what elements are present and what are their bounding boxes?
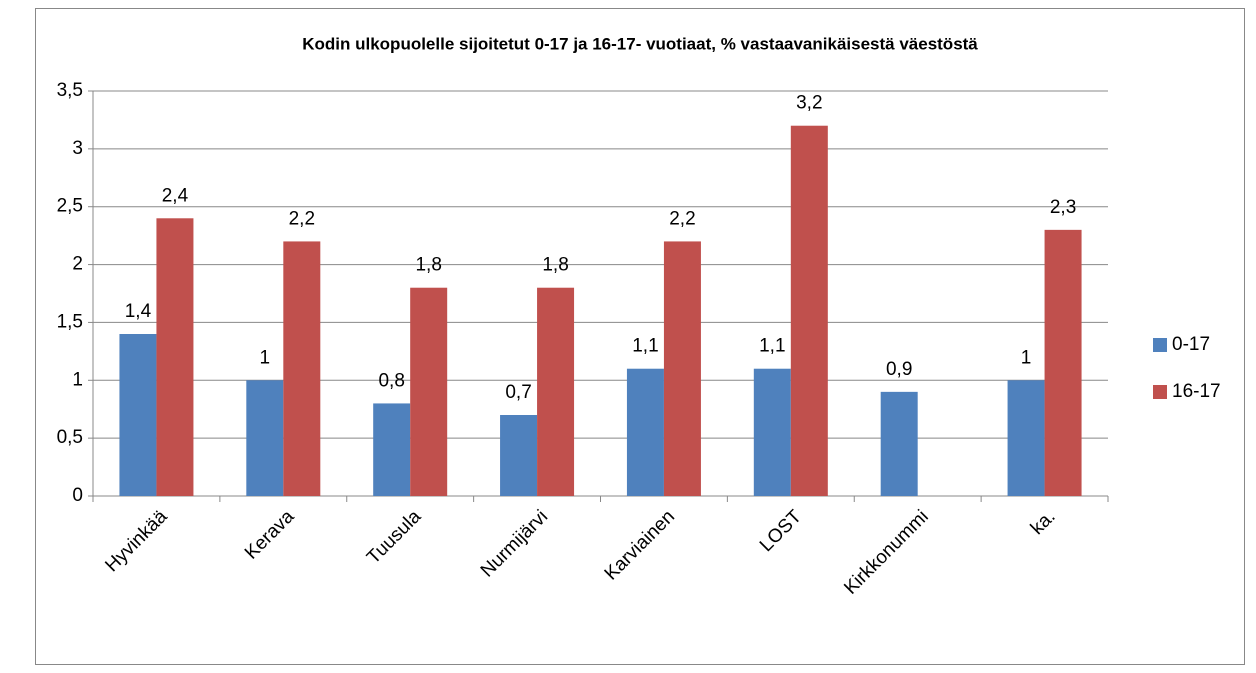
data-label: 1,8: [415, 255, 441, 276]
data-label: 1,1: [759, 336, 785, 357]
chart-border: [35, 8, 1245, 665]
data-label: 0,7: [505, 382, 531, 403]
data-label: 1,8: [542, 255, 568, 276]
y-tick-label: 0,5: [57, 427, 83, 448]
data-label: 1,4: [125, 301, 152, 322]
y-tick-label: 3,5: [57, 80, 83, 101]
legend-label: 16-17: [1172, 381, 1221, 402]
y-tick-label: 2,5: [57, 196, 83, 217]
data-label: 2,2: [289, 208, 315, 229]
bar: [880, 391, 918, 496]
bar: [156, 218, 194, 497]
bar: [1007, 380, 1045, 496]
chart-title: Kodin ulkopuolelle sijoitetut 0-17 ja 16…: [302, 34, 978, 53]
bar: [790, 125, 828, 496]
legend-swatch: [1153, 338, 1167, 352]
bar: [373, 403, 411, 496]
bar: [663, 241, 701, 496]
data-label: 0,8: [378, 370, 404, 391]
bar: [500, 415, 538, 496]
y-tick-label: 3: [72, 138, 83, 159]
y-tick-label: 0: [72, 485, 83, 506]
legend-label: 0-17: [1172, 334, 1210, 355]
data-label: 1: [260, 347, 271, 368]
bar: [410, 287, 448, 496]
data-label: 0,9: [886, 359, 912, 380]
legend-swatch: [1153, 385, 1167, 399]
data-label: 2,4: [162, 185, 189, 206]
bar: [753, 368, 791, 496]
y-tick-label: 1,5: [57, 311, 83, 332]
data-label: 2,3: [1050, 197, 1076, 218]
data-label: 1: [1021, 347, 1032, 368]
bar: [119, 334, 157, 496]
y-tick-label: 2: [72, 254, 83, 275]
bar: [1044, 229, 1082, 496]
bar: [626, 368, 664, 496]
bar: [537, 287, 575, 496]
bar: [246, 380, 284, 496]
data-label: 2,2: [669, 208, 695, 229]
data-label: 1,1: [632, 336, 658, 357]
y-tick-label: 1: [72, 369, 83, 390]
data-label: 3,2: [796, 93, 822, 114]
bar: [283, 241, 321, 496]
